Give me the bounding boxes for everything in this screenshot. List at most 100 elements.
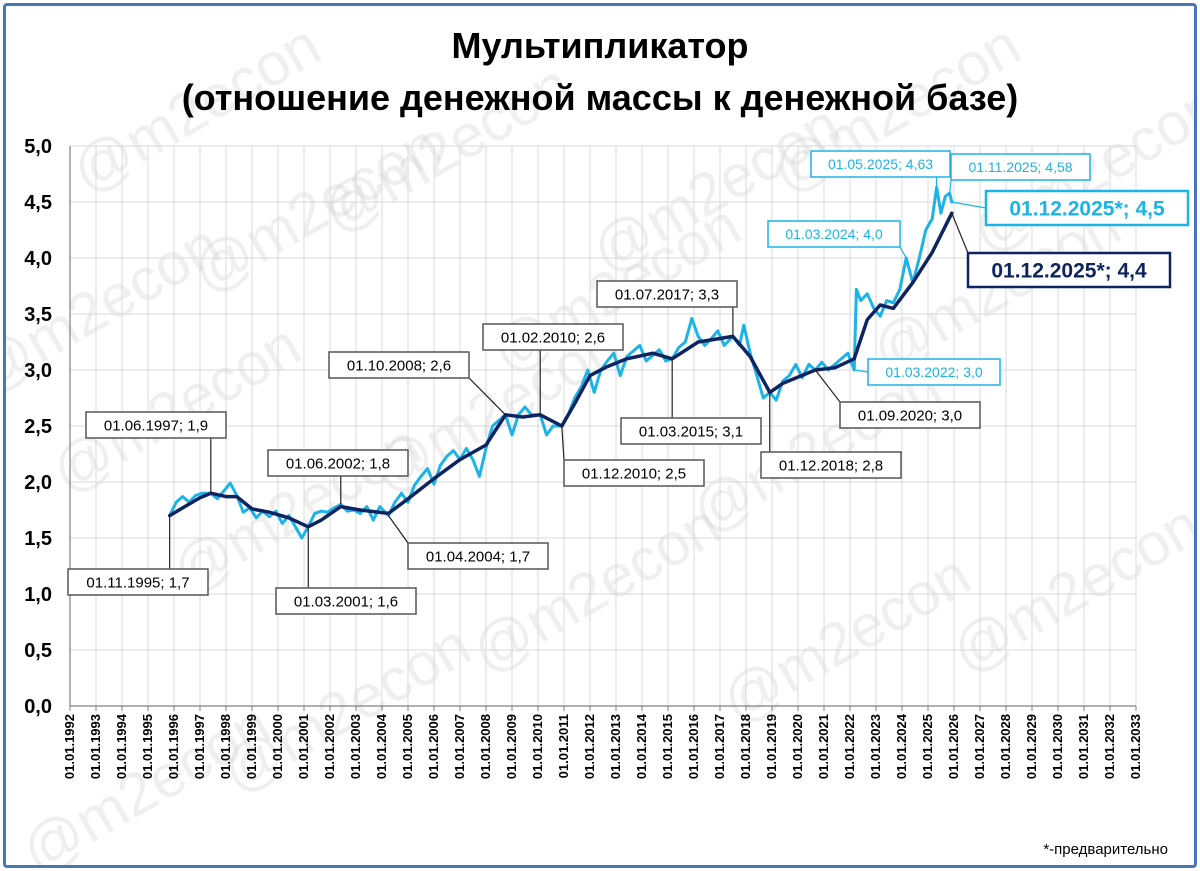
data-label: 01.11.1995; 1,7 xyxy=(67,515,209,596)
x-tick-label: 01.01.2001 xyxy=(296,714,311,779)
x-tick-label: 01.01.2009 xyxy=(504,714,519,779)
x-tick-label: 01.01.1995 xyxy=(140,714,155,779)
data-label: 01.09.2020; 3,0 xyxy=(814,369,981,429)
data-label-box xyxy=(275,587,417,615)
data-label: 01.03.2024; 4,0 xyxy=(767,220,907,259)
data-label-box xyxy=(563,459,705,487)
x-tick-label: 01.01.2021 xyxy=(816,714,831,779)
data-label: 01.03.2015; 3,1 xyxy=(620,358,762,445)
data-label-leader xyxy=(387,515,409,544)
y-tick-label: 2,5 xyxy=(24,416,52,438)
x-tick-label: 01.01.2008 xyxy=(478,714,493,779)
data-label-text: 01.03.2001; 1,6 xyxy=(294,593,398,610)
x-tick-label: 01.01.1997 xyxy=(192,714,207,779)
data-label-box xyxy=(767,220,901,248)
y-tick-label: 2,0 xyxy=(24,472,52,494)
data-label: 01.05.2025; 4,63 xyxy=(810,150,951,188)
data-label-text: 01.12.2018; 2,8 xyxy=(779,457,883,474)
data-label-text: 01.12.2010; 2,5 xyxy=(582,465,686,482)
data-label-text: 01.05.2025; 4,63 xyxy=(828,156,933,172)
x-tick-label: 01.01.2029 xyxy=(1024,714,1039,779)
data-label-text: 01.03.2024; 4,0 xyxy=(785,226,883,242)
x-tick-label: 01.01.2024 xyxy=(894,713,909,779)
data-label: 01.11.2025; 4,58 xyxy=(949,153,1091,194)
data-label: 01.06.1997; 1,9 xyxy=(85,411,227,494)
data-label-text: 01.11.2025; 4,58 xyxy=(968,159,1072,175)
x-tick-label: 01.01.2033 xyxy=(1128,714,1143,779)
x-tick-label: 01.01.2022 xyxy=(842,714,857,779)
x-tick-label: 01.01.2012 xyxy=(582,714,597,779)
data-label-box xyxy=(867,358,1001,386)
x-tick-label: 01.01.1994 xyxy=(114,713,129,779)
data-label: 01.12.2025*; 4,5 xyxy=(951,189,1190,227)
x-tick-label: 01.01.1998 xyxy=(218,714,233,779)
x-tick-label: 01.01.2007 xyxy=(452,714,467,779)
data-label-box xyxy=(328,351,470,379)
data-label: 01.06.2002; 1,8 xyxy=(267,449,409,505)
data-label-box xyxy=(839,401,981,429)
x-tick-label: 01.01.2019 xyxy=(764,714,779,779)
x-tick-label: 01.01.2002 xyxy=(322,714,337,779)
x-tick-label: 01.01.2004 xyxy=(374,713,389,779)
data-label-box xyxy=(407,542,549,570)
data-label-box xyxy=(596,280,738,308)
data-label: 01.12.2025*; 4,4 xyxy=(951,212,1172,289)
y-tick-label: 0,0 xyxy=(24,696,52,718)
x-tick-label: 01.01.2030 xyxy=(1050,714,1065,779)
data-label-leader xyxy=(951,201,987,209)
x-tick-label: 01.01.2026 xyxy=(946,714,961,779)
series-layer xyxy=(167,185,954,540)
x-tick-label: 01.01.2018 xyxy=(738,714,753,779)
x-tick-label: 01.01.2005 xyxy=(400,714,415,779)
data-label-box xyxy=(620,417,762,445)
data-label: 01.04.2004; 1,7 xyxy=(387,515,549,570)
x-tick-label: 01.01.2011 xyxy=(556,714,571,778)
data-label: 01.10.2008; 2,6 xyxy=(328,351,506,416)
data-label-box xyxy=(67,568,209,596)
data-label-box xyxy=(760,451,902,479)
data-label-text: 01.04.2004; 1,7 xyxy=(426,548,530,565)
chart-title-line2: (отношение денежной массы к денежной баз… xyxy=(182,77,1019,118)
watermark-text: @m2econ xyxy=(460,491,731,686)
data-label-text: 01.10.2008; 2,6 xyxy=(347,357,451,374)
x-tick-label: 01.01.2027 xyxy=(972,714,987,779)
x-tick-label: 01.01.1993 xyxy=(88,714,103,779)
x-tick-label: 01.01.2032 xyxy=(1102,714,1117,779)
data-label-text: 01.12.2025*; 4,4 xyxy=(991,260,1147,283)
x-tick-label: 01.01.2020 xyxy=(790,714,805,779)
data-label-text: 01.06.1997; 1,9 xyxy=(104,417,208,434)
y-tick-label: 1,5 xyxy=(24,528,52,550)
data-label: 01.03.2001; 1,6 xyxy=(275,526,417,615)
data-label-text: 01.12.2025*; 4,5 xyxy=(1009,198,1165,221)
x-tick-label: 01.01.2028 xyxy=(998,714,1013,779)
data-label-box xyxy=(85,411,227,439)
footnote: *-предварительно xyxy=(1043,841,1168,858)
chart: @m2econ@m2econ@m2econ@m2econ@m2econ@m2ec… xyxy=(6,11,1194,865)
x-tick-label: 01.01.2016 xyxy=(686,714,701,779)
data-label-box xyxy=(810,150,951,178)
x-tick-label: 01.01.2015 xyxy=(660,714,675,779)
data-label-text: 01.07.2017; 3,3 xyxy=(615,286,719,303)
axes: 0,0 0,5 1,0 1,5 2,0 2,5 3,0 3,5 4,0 4,5 5,0 01.01.1… xyxy=(24,136,1143,779)
x-tick-label: 01.01.2006 xyxy=(426,714,441,779)
data-label-text: 01.03.2022; 3,0 xyxy=(885,364,983,380)
y-tick-label: 1,0 xyxy=(24,584,52,606)
series-line-monthly xyxy=(168,185,954,540)
data-label: 01.12.2010; 2,5 xyxy=(561,425,705,487)
chart-frame: @m2econ @m2econ @m2econ @m2econ @m2econ @m2ec… xyxy=(3,3,1197,868)
data-label-text: 01.09.2020; 3,0 xyxy=(858,407,962,424)
data-label-leader xyxy=(468,377,506,416)
x-tick-label: 01.01.2003 xyxy=(348,714,363,779)
data-label-box xyxy=(984,189,1190,227)
y-tick-label: 4,5 xyxy=(24,192,52,214)
x-tick-label: 01.01.1996 xyxy=(166,714,181,779)
y-tick-label: 4,0 xyxy=(24,248,52,270)
data-label-box xyxy=(966,251,1172,289)
data-label-text: 01.06.2002; 1,8 xyxy=(286,455,390,472)
data-label-leader xyxy=(949,179,952,194)
x-tick-label: 01.01.1992 xyxy=(62,714,77,779)
data-label-leader xyxy=(899,246,907,259)
data-label: 01.03.2022; 3,0 xyxy=(854,358,1001,386)
x-tick-label: 01.01.1999 xyxy=(244,714,259,779)
annotation-layer: 01.11.1995; 1,7 01.06.1997; 1,9 01.03.2001… xyxy=(67,150,1190,615)
